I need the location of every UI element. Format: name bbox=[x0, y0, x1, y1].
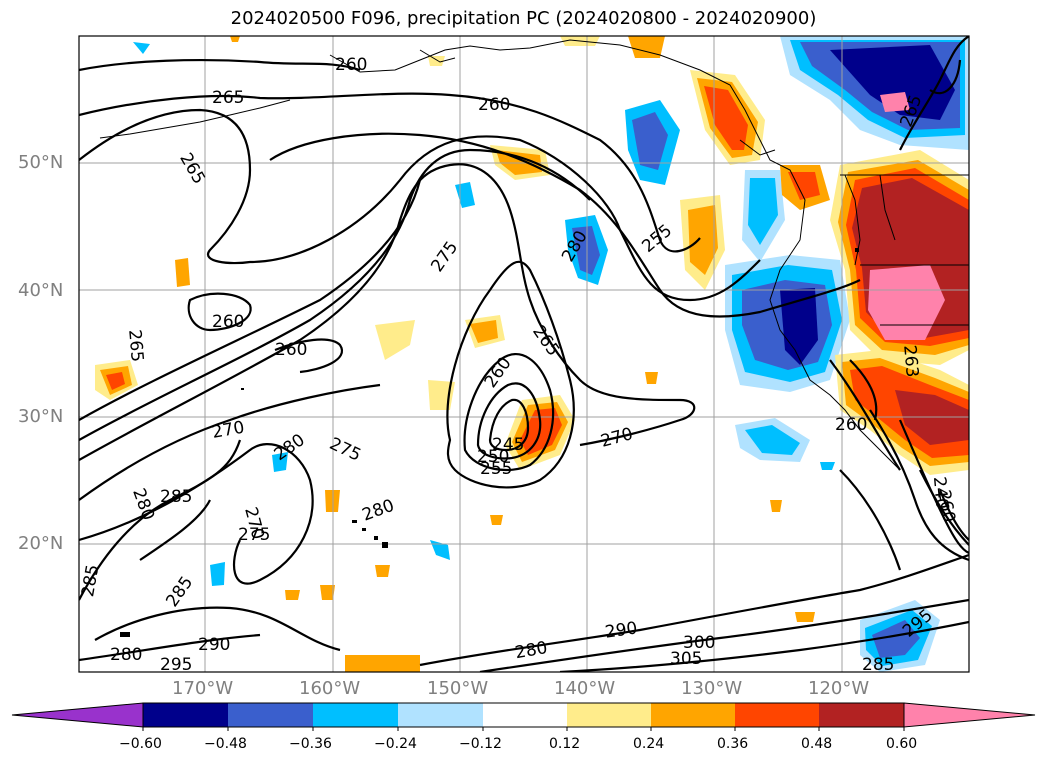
coastlines bbox=[99, 39, 969, 471]
colorbar-segment bbox=[651, 703, 735, 727]
contour-label: 290 bbox=[198, 635, 230, 655]
contour-label: 260 bbox=[478, 95, 510, 115]
map-area: 260 265 260 265 275 280 255 260 265 260 … bbox=[79, 36, 969, 675]
colorbar-segment bbox=[483, 703, 567, 727]
colorbar-tick-label: −0.36 bbox=[289, 736, 332, 752]
precip-negative-shading bbox=[133, 36, 969, 672]
contour-label: 263 bbox=[899, 344, 922, 378]
lat-label-30n: 30°N bbox=[18, 406, 64, 427]
contour-label: 295 bbox=[160, 655, 192, 675]
colorbar-tick-label: 0.60 bbox=[886, 736, 918, 752]
contour-label: 250 bbox=[477, 447, 509, 467]
colorbar-segment bbox=[398, 703, 483, 727]
colorbar-segment bbox=[313, 703, 398, 727]
colorbar-frame bbox=[142, 702, 905, 728]
contour-label: 285 bbox=[862, 655, 894, 675]
precip-positive-shading bbox=[95, 36, 969, 672]
colorbar-tick-label: −0.48 bbox=[204, 736, 247, 752]
colorbar-tick-label: −0.60 bbox=[119, 736, 162, 752]
contour-label: 240 bbox=[929, 476, 952, 510]
contour-label: 260 bbox=[275, 340, 307, 360]
colorbar-tick-label: 0.24 bbox=[633, 736, 665, 752]
colorbar-ticks bbox=[142, 727, 905, 731]
lat-label-50n: 50°N bbox=[18, 152, 64, 173]
lon-label-120w: 120°W bbox=[808, 678, 870, 699]
colorbar-segment bbox=[819, 703, 904, 727]
graticule bbox=[79, 36, 969, 672]
contour-label: 300 bbox=[683, 633, 715, 653]
colorbar-segment bbox=[143, 703, 228, 727]
colorbar-segment bbox=[228, 703, 313, 727]
lon-label-150w: 150°W bbox=[427, 678, 489, 699]
lon-label-140w: 140°W bbox=[554, 678, 616, 699]
contour-label: 265 bbox=[212, 88, 244, 108]
colorbar-tick-label: 0.48 bbox=[801, 736, 833, 752]
contour-label: 305 bbox=[670, 649, 702, 669]
colorbar-lower-extension bbox=[11, 702, 144, 728]
contour-label: 275 bbox=[238, 525, 270, 545]
colorbar-upper-extension bbox=[903, 702, 1036, 728]
lon-label-160w: 160°W bbox=[299, 678, 361, 699]
colorbar-segment bbox=[567, 703, 651, 727]
contour-label: 280 bbox=[110, 645, 142, 665]
height-contours bbox=[79, 36, 969, 672]
lat-label-20n: 20°N bbox=[18, 533, 64, 554]
map-title: 2024020500 F096, precipitation PC (20240… bbox=[230, 8, 817, 29]
contour-label: 260 bbox=[212, 312, 244, 332]
colorbar-tick-label: 0.12 bbox=[549, 736, 581, 752]
colorbar bbox=[11, 702, 1036, 731]
islands bbox=[120, 248, 859, 637]
map-frame bbox=[78, 35, 970, 673]
contour-label: 255 bbox=[480, 459, 512, 479]
contour-label: 265 bbox=[124, 329, 147, 363]
lon-label-130w: 130°W bbox=[681, 678, 743, 699]
contour-label: 290 bbox=[604, 618, 639, 642]
colorbar-tick-label: 0.36 bbox=[717, 736, 749, 752]
contour-label: 260 bbox=[835, 415, 867, 435]
colorbar-tick-label: −0.12 bbox=[459, 736, 502, 752]
colorbar-segment bbox=[735, 703, 819, 727]
lon-label-170w: 170°W bbox=[172, 678, 234, 699]
colorbar-tick-label: −0.24 bbox=[374, 736, 417, 752]
contour-label: 285 bbox=[160, 487, 192, 507]
contour-label: 245 bbox=[492, 435, 524, 455]
contour-label: 260 bbox=[335, 55, 367, 75]
lat-label-40n: 40°N bbox=[18, 280, 64, 301]
